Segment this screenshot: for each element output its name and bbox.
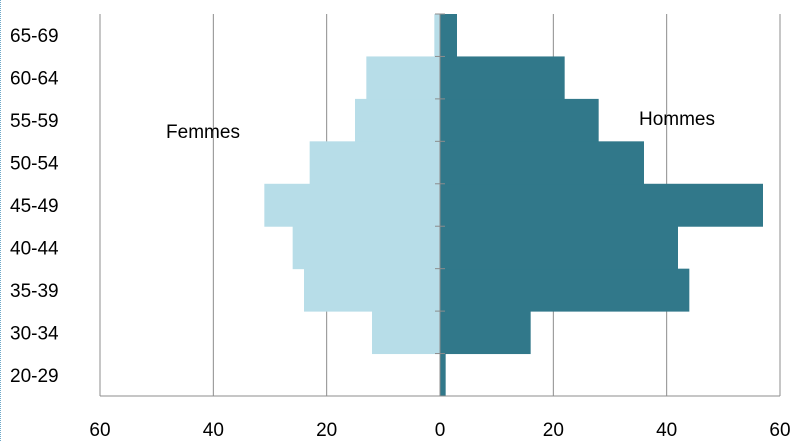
- category-label: 60-64: [10, 69, 59, 90]
- label-layer: 60 40 20 0 20 40 60 20-29 30-34 35-39 40-44 45-49 50…: [10, 26, 791, 441]
- x-tick-label: 60: [89, 420, 110, 441]
- category-label: 65-69: [10, 26, 59, 47]
- x-tick-label: 40: [656, 420, 677, 441]
- x-tick-label: 20: [543, 420, 564, 441]
- bar-hommes-55-59: [440, 98, 599, 142]
- category-label: 55-59: [10, 111, 59, 132]
- bar-hommes-20-29: [440, 353, 446, 397]
- bar-femmes-30-34: [372, 311, 440, 355]
- series-label-hommes: Hommes: [639, 109, 715, 130]
- category-label: 50-54: [10, 154, 59, 175]
- bar-femmes-55-59: [355, 98, 440, 142]
- bar-hommes-40-44: [440, 226, 678, 270]
- category-label: 45-49: [10, 196, 59, 217]
- category-label: 20-29: [10, 366, 59, 387]
- bar-hommes-50-54: [440, 141, 644, 185]
- bar-hommes-35-39: [440, 268, 690, 312]
- x-tick-label: 60: [769, 420, 790, 441]
- bar-hommes-65-69: [440, 14, 457, 57]
- bar-femmes-65-69: [434, 14, 440, 57]
- bar-layer: [264, 14, 763, 397]
- bar-hommes-60-64: [440, 56, 565, 100]
- axis-layer: [100, 13, 780, 397]
- bar-hommes-45-49: [440, 183, 763, 227]
- x-tick-label: 0: [435, 420, 446, 441]
- bar-hommes-30-34: [440, 311, 531, 355]
- bar-femmes-60-64: [366, 56, 440, 100]
- category-label: 40-44: [10, 238, 59, 259]
- bar-femmes-50-54: [309, 141, 440, 185]
- x-tick-label: 20: [316, 420, 337, 441]
- x-tick-label: 40: [203, 420, 224, 441]
- category-label: 30-34: [10, 323, 59, 344]
- series-label-femmes: Femmes: [166, 122, 240, 143]
- bar-femmes-40-44: [292, 226, 440, 270]
- category-label: 35-39: [10, 281, 59, 302]
- bar-femmes-35-39: [304, 268, 440, 312]
- bar-femmes-45-49: [264, 183, 440, 227]
